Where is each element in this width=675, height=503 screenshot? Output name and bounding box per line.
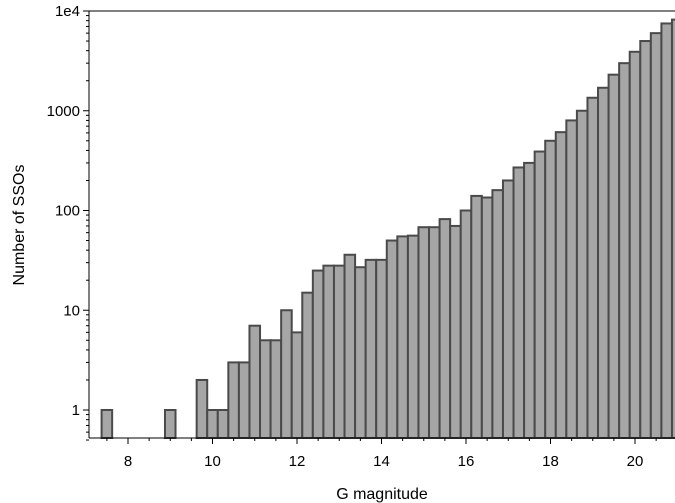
histogram-bar xyxy=(227,361,240,439)
histogram-bar xyxy=(396,235,409,439)
histogram-bar xyxy=(428,226,441,439)
histogram-bar xyxy=(385,239,399,439)
x-tick-label: 8 xyxy=(124,453,132,470)
histogram-bar xyxy=(670,18,675,439)
x-tick-label: 12 xyxy=(289,453,306,470)
histogram-bar xyxy=(206,409,219,439)
histogram-bar xyxy=(565,119,578,439)
histogram-bar xyxy=(100,409,114,439)
histogram-bar xyxy=(322,264,335,439)
histogram-bar xyxy=(586,96,600,439)
histogram-bar xyxy=(628,50,642,439)
histogram-bar xyxy=(195,378,209,439)
histogram-bar xyxy=(533,150,547,439)
histogram-bar xyxy=(343,253,357,439)
y-tick-label: 10 xyxy=(63,302,80,319)
histogram-bar xyxy=(512,166,526,439)
histogram-bar xyxy=(470,194,483,439)
histogram-bar xyxy=(259,339,272,439)
histogram-bar xyxy=(237,361,251,439)
y-tick-label: 1e4 xyxy=(55,3,80,20)
x-tick-label: 20 xyxy=(627,453,644,470)
histogram-bar xyxy=(523,161,536,439)
histogram-bar xyxy=(417,226,431,439)
histogram-bar xyxy=(216,409,230,439)
histogram-bar xyxy=(491,189,504,439)
histogram-bar xyxy=(301,291,314,439)
histogram-bar xyxy=(332,264,346,439)
histogram-bar xyxy=(290,331,304,440)
bars-group xyxy=(100,18,675,440)
histogram-bar xyxy=(575,109,589,439)
histogram-bar xyxy=(163,409,177,439)
histogram-bar xyxy=(449,224,462,439)
histogram-bar xyxy=(280,309,293,439)
histogram-bar xyxy=(597,86,610,439)
x-tick-label: 14 xyxy=(373,453,390,470)
histogram-bar xyxy=(660,22,673,440)
histogram-bar xyxy=(501,179,515,439)
histogram-bar xyxy=(269,339,283,439)
y-tick-label: 100 xyxy=(55,203,80,220)
histogram-bar xyxy=(459,209,473,439)
x-tick-label: 16 xyxy=(458,453,475,470)
histogram-bar xyxy=(375,258,388,439)
y-axis-label: Number of SSOs xyxy=(11,165,28,286)
y-tick-label: 1000 xyxy=(47,103,80,120)
histogram-bar xyxy=(649,32,663,439)
histogram-bar xyxy=(607,73,621,439)
histogram-bar xyxy=(364,258,378,439)
x-tick-label: 18 xyxy=(542,453,559,470)
y-tick-label: 1 xyxy=(72,402,80,419)
histogram-bar xyxy=(544,139,557,439)
histogram-bar xyxy=(406,234,420,439)
histogram-bar xyxy=(618,62,631,439)
histogram-bar xyxy=(354,266,367,439)
histogram-bar xyxy=(554,131,568,439)
histogram-bar xyxy=(639,40,652,439)
y-ticks-group: 1 10 100 1000 1e4 xyxy=(47,3,89,441)
histogram-bar xyxy=(480,196,494,439)
x-ticks-group: 8 10 12 14 16 18 20 xyxy=(106,438,657,470)
histogram-bar xyxy=(248,324,262,440)
histogram-bar xyxy=(311,269,325,439)
x-tick-label: 10 xyxy=(204,453,221,470)
histogram-bar xyxy=(438,218,452,439)
x-axis-label: G magnitude xyxy=(336,486,428,503)
